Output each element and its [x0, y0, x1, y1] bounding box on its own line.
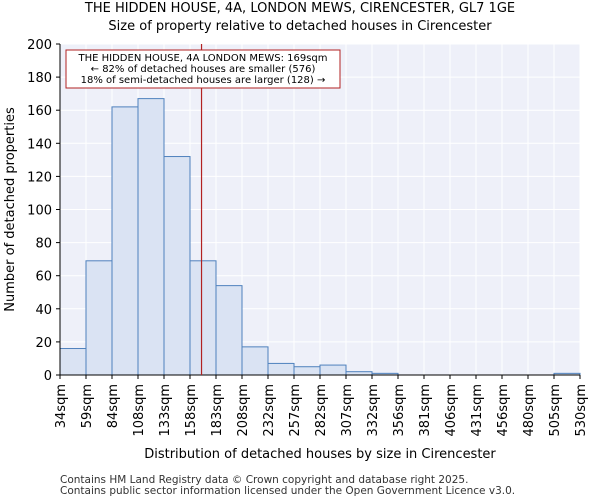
y-tick-label: 140 — [27, 137, 52, 152]
y-tick-label: 80 — [35, 237, 52, 252]
x-tick-label: 505sqm — [548, 384, 563, 437]
y-tick-label: 120 — [27, 170, 52, 185]
x-tick-label: 158sqm — [184, 384, 199, 437]
x-tick-label: 34sqm — [54, 384, 69, 428]
annotation-frame — [65, 49, 341, 89]
histogram-bar — [215, 285, 243, 376]
x-tick-label: 530sqm — [574, 384, 589, 437]
chart-subtitle: Size of property relative to detached ho… — [108, 19, 492, 34]
y-tick-label: 100 — [27, 204, 52, 219]
histogram-bar — [293, 366, 321, 376]
x-tick-label: 84sqm — [106, 384, 121, 428]
x-tick-label: 257sqm — [288, 384, 303, 437]
histogram-bar — [111, 106, 139, 376]
x-tick-label: 282sqm — [314, 384, 329, 437]
x-tick-label: 133sqm — [158, 384, 173, 437]
x-tick-label: 356sqm — [392, 384, 407, 437]
histogram-bar — [319, 364, 347, 376]
histogram-bar — [241, 346, 269, 376]
histogram-bar — [163, 156, 191, 376]
histogram-bar — [59, 348, 87, 376]
x-axis-title: Distribution of detached houses by size … — [144, 447, 496, 462]
y-axis: 0 20 40 60 80 100 120 140 160 180 200 — [27, 38, 61, 384]
annotation-line-3: 18% of semi-detached houses are larger (… — [81, 75, 326, 86]
annotation-box: THE HIDDEN HOUSE, 4A LONDON MEWS: 169sqm… — [65, 49, 341, 89]
y-tick-label: 180 — [27, 71, 52, 86]
footer-line-2: Contains public sector information licen… — [60, 485, 516, 497]
y-tick-label: 60 — [35, 270, 52, 285]
x-tick-label: 208sqm — [236, 384, 251, 437]
y-tick-label: 40 — [35, 303, 52, 318]
histogram-bar — [189, 260, 217, 376]
y-tick-label: 20 — [35, 336, 52, 351]
histogram-bar — [137, 98, 165, 376]
y-axis-title: Number of detached properties — [3, 107, 18, 312]
x-tick-label: 183sqm — [210, 384, 225, 437]
x-tick-label: 480sqm — [522, 384, 537, 437]
annotation-line-1: THE HIDDEN HOUSE, 4A LONDON MEWS: 169sqm — [78, 53, 328, 64]
chart-title: THE HIDDEN HOUSE, 4A, LONDON MEWS, CIREN… — [84, 1, 516, 16]
x-tick-label: 307sqm — [340, 384, 355, 437]
x-tick-label: 456sqm — [496, 384, 511, 437]
x-tick-label: 431sqm — [470, 384, 485, 437]
y-tick-label: 0 — [44, 369, 52, 384]
x-tick-label: 232sqm — [262, 384, 277, 437]
histogram-bar — [85, 260, 113, 376]
x-tick-label: 406sqm — [444, 384, 459, 437]
x-tick-label: 381sqm — [418, 384, 433, 437]
y-tick-label: 160 — [27, 104, 52, 119]
histogram-bar — [267, 362, 295, 376]
x-axis: 34sqm 59sqm 84sqm 108sqm 133sqm 158sqm 183sqm 2… — [54, 374, 589, 437]
footer-line-1: Contains HM Land Registry data © Crown c… — [60, 474, 469, 486]
x-tick-label: 332sqm — [366, 384, 381, 437]
x-tick-label: 108sqm — [132, 384, 147, 437]
x-tick-label: 59sqm — [80, 384, 95, 428]
annotation-line-2: ← 82% of detached houses are smaller (57… — [91, 64, 316, 75]
y-tick-label: 200 — [27, 38, 52, 53]
bars — [59, 98, 581, 376]
